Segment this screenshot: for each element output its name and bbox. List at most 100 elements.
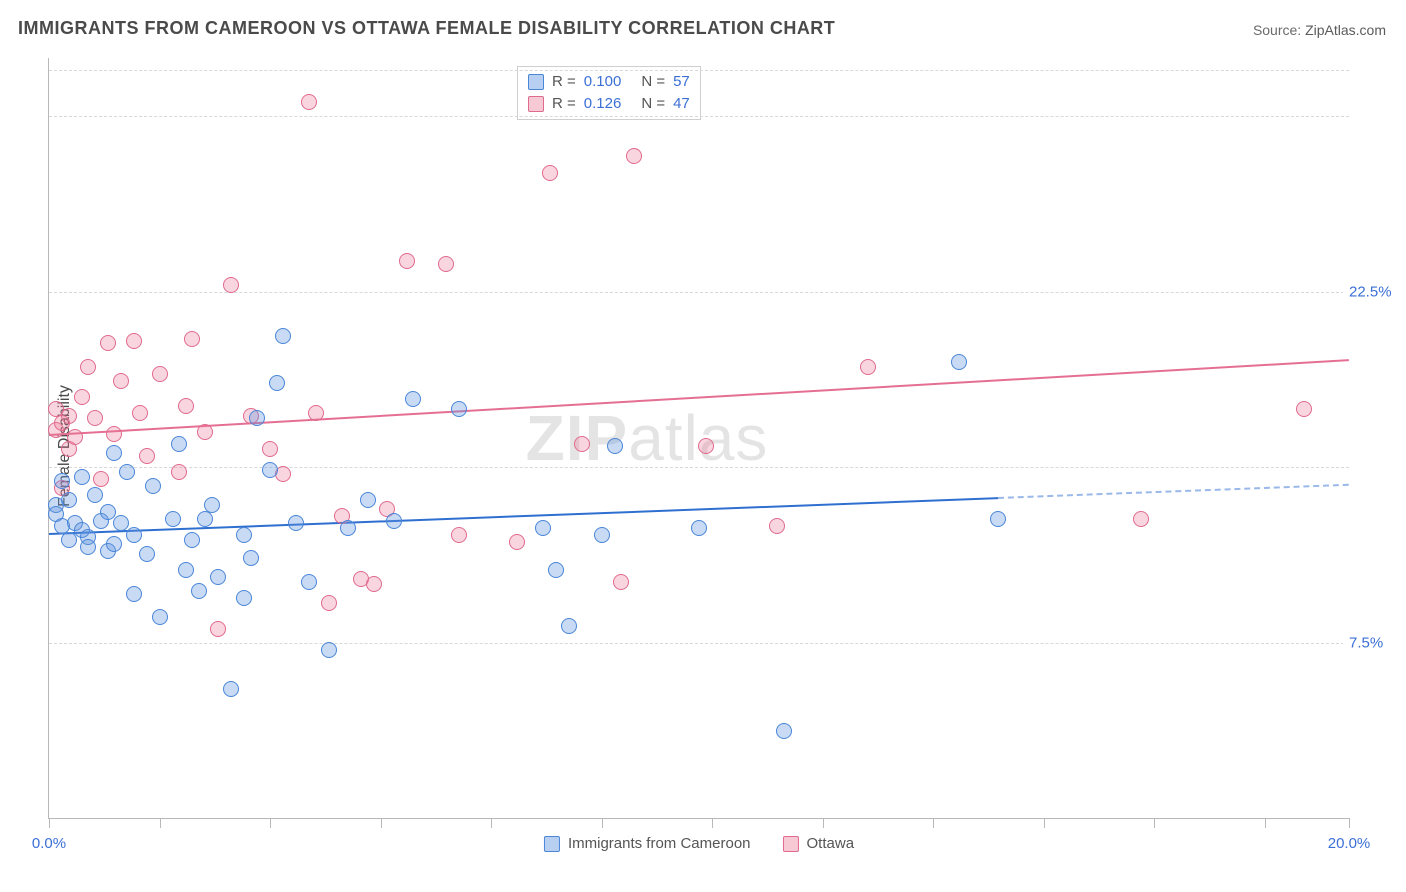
x-tick [602, 818, 603, 828]
legend-n-value: 57 [673, 71, 690, 93]
legend-swatch-pink [528, 96, 544, 112]
data-point-ottawa [152, 366, 168, 382]
data-point-ottawa [100, 335, 116, 351]
data-point-ottawa [61, 408, 77, 424]
data-point-ottawa [178, 398, 194, 414]
source-label: Source: [1253, 22, 1301, 38]
data-point-cameroon [165, 511, 181, 527]
data-point-cameroon [119, 464, 135, 480]
x-tick-label: 20.0% [1328, 835, 1371, 852]
data-point-ottawa [613, 574, 629, 590]
data-point-cameroon [321, 642, 337, 658]
x-tick [491, 818, 492, 828]
legend-n-label: N = [641, 71, 665, 93]
data-point-cameroon [171, 436, 187, 452]
data-point-ottawa [184, 331, 200, 347]
x-tick [1044, 818, 1045, 828]
data-point-ottawa [93, 471, 109, 487]
data-point-cameroon [535, 520, 551, 536]
data-point-cameroon [61, 492, 77, 508]
x-tick [270, 818, 271, 828]
gridline [49, 292, 1349, 293]
data-point-cameroon [106, 536, 122, 552]
data-point-ottawa [74, 389, 90, 405]
data-point-cameroon [269, 375, 285, 391]
data-point-ottawa [509, 534, 525, 550]
data-point-ottawa [860, 359, 876, 375]
x-tick [160, 818, 161, 828]
data-point-cameroon [360, 492, 376, 508]
data-point-ottawa [542, 165, 558, 181]
legend-swatch-blue [544, 836, 560, 852]
data-point-ottawa [113, 373, 129, 389]
legend-row-blue: R = 0.100 N = 57 [528, 71, 690, 93]
data-point-ottawa [223, 277, 239, 293]
data-point-ottawa [197, 424, 213, 440]
data-point-cameroon [184, 532, 200, 548]
source-value: ZipAtlas.com [1305, 22, 1386, 38]
data-point-ottawa [139, 448, 155, 464]
data-point-cameroon [191, 583, 207, 599]
data-point-ottawa [87, 410, 103, 426]
data-point-cameroon [262, 462, 278, 478]
gridline [49, 467, 1349, 468]
data-point-ottawa [399, 253, 415, 269]
data-point-ottawa [308, 405, 324, 421]
data-point-cameroon [301, 574, 317, 590]
data-point-ottawa [438, 256, 454, 272]
trend-line-pink [49, 360, 1349, 437]
x-tick [823, 818, 824, 828]
chart-title: IMMIGRANTS FROM CAMEROON VS OTTAWA FEMAL… [18, 18, 835, 39]
data-point-cameroon [548, 562, 564, 578]
data-point-cameroon [80, 539, 96, 555]
x-tick-label: 0.0% [32, 835, 66, 852]
data-point-cameroon [691, 520, 707, 536]
data-point-ottawa [321, 595, 337, 611]
gridline [49, 70, 1349, 71]
legend-item-blue: Immigrants from Cameroon [544, 835, 751, 852]
data-point-ottawa [1133, 511, 1149, 527]
legend-correlation-box: R =0.100N =57R =0.126N =47 [517, 66, 701, 120]
legend-r-label: R = [552, 93, 576, 115]
data-point-cameroon [243, 550, 259, 566]
data-point-cameroon [607, 438, 623, 454]
legend-series: Immigrants from Cameroon Ottawa [532, 835, 866, 852]
data-point-cameroon [594, 527, 610, 543]
data-point-cameroon [223, 681, 239, 697]
data-point-ottawa [698, 438, 714, 454]
data-point-cameroon [178, 562, 194, 578]
data-point-cameroon [451, 401, 467, 417]
legend-row-pink: R =0.126N =47 [528, 93, 690, 115]
legend-r-label: R = [552, 71, 576, 93]
legend-r-value: 0.126 [584, 93, 622, 115]
legend-label: Ottawa [807, 835, 855, 852]
legend-n-label: N = [641, 93, 665, 115]
x-tick [933, 818, 934, 828]
data-point-ottawa [301, 94, 317, 110]
x-tick [381, 818, 382, 828]
data-point-ottawa [1296, 401, 1312, 417]
data-point-cameroon [139, 546, 155, 562]
legend-r-value: 0.100 [584, 71, 622, 93]
data-point-cameroon [100, 504, 116, 520]
y-tick-label: 22.5% [1343, 283, 1401, 300]
data-point-cameroon [126, 527, 142, 543]
x-tick [1154, 818, 1155, 828]
data-point-cameroon [126, 586, 142, 602]
x-tick [1265, 818, 1266, 828]
data-point-cameroon [54, 473, 70, 489]
x-tick [49, 818, 50, 828]
legend-swatch-pink [783, 836, 799, 852]
data-point-cameroon [87, 487, 103, 503]
data-point-cameroon [990, 511, 1006, 527]
data-point-ottawa [171, 464, 187, 480]
data-point-cameroon [210, 569, 226, 585]
data-point-cameroon [275, 328, 291, 344]
data-point-cameroon [951, 354, 967, 370]
watermark-light: atlas [628, 402, 768, 474]
gridline [49, 643, 1349, 644]
data-point-cameroon [113, 515, 129, 531]
data-point-ottawa [132, 405, 148, 421]
data-point-cameroon [74, 469, 90, 485]
data-point-ottawa [626, 148, 642, 164]
